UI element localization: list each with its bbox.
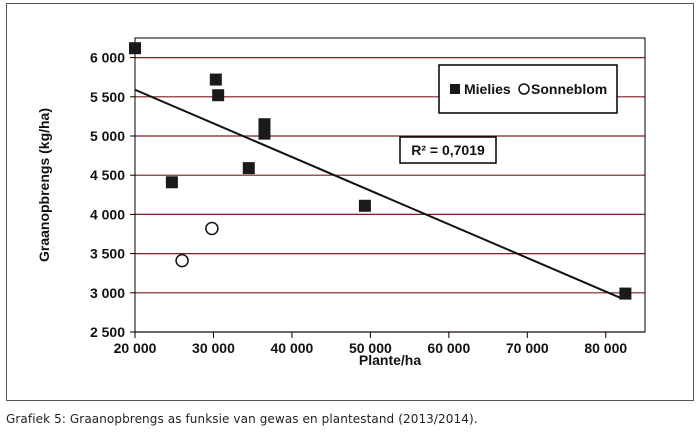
data-point-mielies bbox=[165, 176, 178, 189]
plot-area bbox=[134, 37, 646, 333]
x-tick-label: 20 000 bbox=[114, 340, 157, 356]
y-tick-label: 5 000 bbox=[90, 128, 125, 144]
x-axis-title: Plante/ha bbox=[359, 352, 421, 368]
data-point-sonneblom bbox=[175, 253, 189, 268]
y-tick-label: 4 000 bbox=[90, 206, 125, 222]
legend-label-mielies: Mielies bbox=[464, 81, 511, 97]
data-point-mielies bbox=[619, 287, 632, 300]
data-point-mielies bbox=[258, 127, 271, 140]
y-tick-label: 2 500 bbox=[90, 324, 125, 340]
x-tick-label: 40 000 bbox=[271, 340, 314, 356]
r-squared-annotation: R² = 0,7019 bbox=[399, 136, 497, 164]
y-tick-label: 6 000 bbox=[90, 50, 125, 66]
data-point-mielies bbox=[209, 73, 222, 86]
data-point-mielies bbox=[258, 118, 271, 131]
annotation-box bbox=[399, 136, 497, 164]
scatter-chart: 2 500 3 000 3 500 4 000 4 500 5 000 5 500 6 000… bbox=[36, 37, 646, 368]
legend: Mielies Sonneblom bbox=[438, 64, 618, 114]
y-tick-label: 3 500 bbox=[90, 246, 125, 262]
y-tick-label: 3 000 bbox=[90, 285, 125, 301]
x-tick-label: 60 000 bbox=[427, 340, 470, 356]
y-axis-title: Graanopbrengs (kg/ha) bbox=[36, 108, 52, 262]
chart-frame: 2 500 3 000 3 500 4 000 4 500 5 000 5 500 6 000… bbox=[6, 3, 694, 401]
data-point-mielies bbox=[129, 42, 141, 55]
axis-ticks: 2 500 3 000 3 500 4 000 4 500 5 000 5 500 6 000… bbox=[90, 50, 627, 356]
x-tick-label: 70 000 bbox=[506, 340, 549, 356]
y-tick-label: 4 500 bbox=[90, 167, 125, 183]
legend-box bbox=[438, 64, 618, 114]
data-points bbox=[129, 42, 632, 300]
x-tick-label: 30 000 bbox=[192, 340, 235, 356]
y-tick-label: 5 500 bbox=[90, 89, 125, 105]
annotation-text: R² = 0,7019 bbox=[411, 142, 485, 158]
legend-label-sonneblom: Sonneblom bbox=[531, 81, 607, 97]
data-point-mielies bbox=[242, 162, 255, 175]
legend-square-marker-icon bbox=[450, 84, 460, 94]
data-point-sonneblom bbox=[205, 221, 219, 236]
trendline bbox=[134, 88, 622, 300]
data-point-mielies bbox=[358, 199, 371, 212]
data-point-mielies bbox=[212, 89, 225, 102]
x-tick-label: 80 000 bbox=[584, 340, 627, 356]
figure-caption: Grafiek 5: Graanopbrengs as funksie van … bbox=[6, 412, 478, 426]
legend-circle-marker-icon bbox=[518, 83, 530, 95]
x-tick-label: 50 000 bbox=[349, 340, 392, 356]
